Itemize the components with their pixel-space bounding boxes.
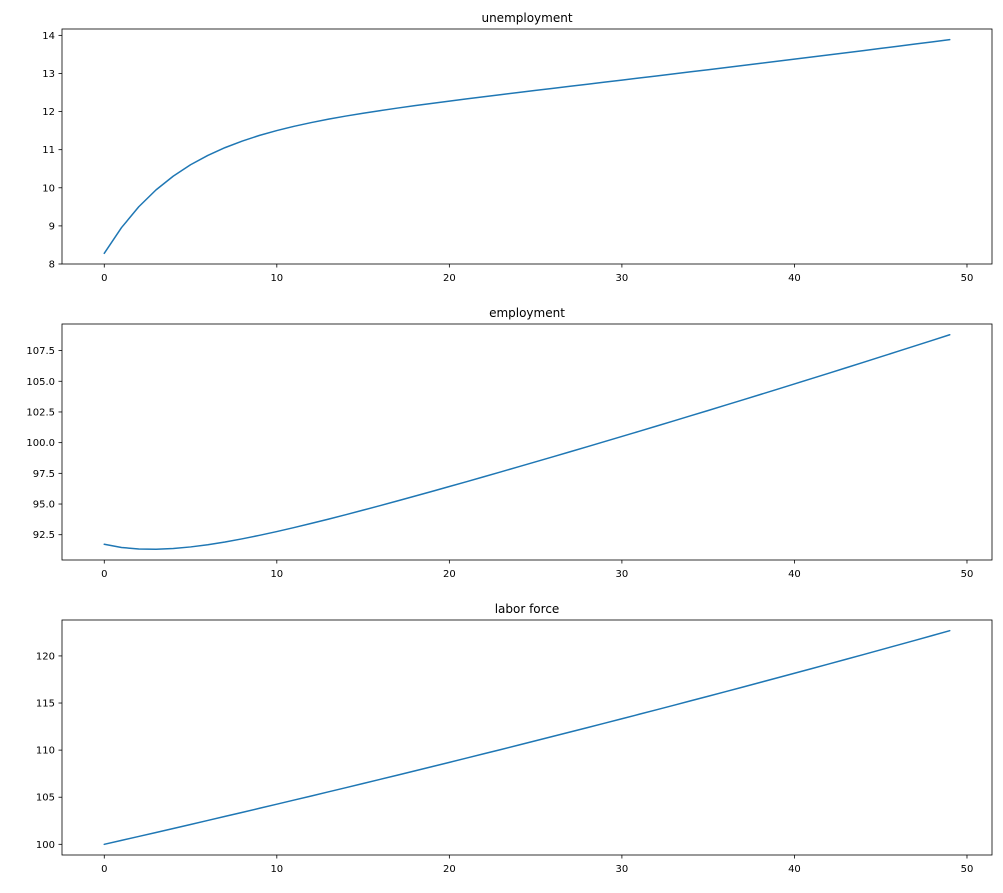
- x-tick-label: 20: [443, 569, 456, 580]
- y-tick-label: 9: [49, 221, 55, 232]
- subplot-title: unemployment: [481, 11, 572, 25]
- y-tick-label: 11: [42, 145, 55, 156]
- x-tick-label: 0: [101, 569, 107, 580]
- x-tick-label: 40: [788, 569, 801, 580]
- subplot-title: employment: [489, 306, 565, 320]
- y-tick-label: 14: [42, 31, 55, 42]
- y-tick-label: 13: [42, 69, 55, 80]
- x-tick-label: 50: [961, 569, 974, 580]
- y-tick-label: 102.5: [26, 407, 55, 418]
- x-tick-label: 50: [961, 273, 974, 284]
- line-series-employment: [103, 333, 951, 551]
- x-tick-label: 10: [270, 864, 283, 875]
- y-tick-label: 105.0: [26, 377, 55, 388]
- subplot-labor-force: labor force 0 10 20 30 40 50 100 105 110 115 120: [36, 602, 993, 875]
- y-tick-label: 105: [36, 793, 55, 804]
- x-tick-label: 20: [443, 864, 456, 875]
- subplot-employment: employment 0 10 20 30 40 50 92.5 95.0 97.5 100.0 10…: [26, 306, 993, 580]
- axes-spines: [61, 619, 993, 856]
- subplot-title: labor force: [495, 602, 560, 616]
- y-tick-label: 120: [36, 651, 55, 662]
- axes-spines: [61, 323, 993, 561]
- line-series-unemployment: [103, 38, 951, 255]
- x-tick-label: 40: [788, 273, 801, 284]
- y-tick-label: 10: [42, 183, 55, 194]
- axes-spines: [61, 28, 993, 265]
- line-series-labor-force: [103, 629, 951, 846]
- x-tick-label: 10: [270, 273, 283, 284]
- x-tick-label: 10: [270, 569, 283, 580]
- x-tick-label: 20: [443, 273, 456, 284]
- x-tick-label: 30: [616, 864, 629, 875]
- subplot-unemployment: unemployment 0 10 20 30 40 50 8 9 10 11 12 13 14: [42, 11, 993, 284]
- x-tick-label: 40: [788, 864, 801, 875]
- y-tick-label: 110: [36, 746, 55, 757]
- x-tick-label: 50: [961, 864, 974, 875]
- y-tick-label: 100: [36, 840, 55, 851]
- y-tick-label: 95.0: [33, 500, 55, 511]
- x-tick-label: 30: [616, 273, 629, 284]
- x-tick-label: 0: [101, 273, 107, 284]
- y-tick-label: 12: [42, 107, 55, 118]
- x-tick-label: 30: [616, 569, 629, 580]
- x-tick-label: 0: [101, 864, 107, 875]
- y-tick-label: 100.0: [26, 438, 55, 449]
- y-tick-label: 115: [36, 699, 55, 710]
- y-tick-label: 8: [49, 260, 55, 271]
- y-tick-label: 107.5: [26, 346, 55, 357]
- y-tick-label: 97.5: [33, 469, 55, 480]
- y-tick-label: 92.5: [33, 530, 55, 541]
